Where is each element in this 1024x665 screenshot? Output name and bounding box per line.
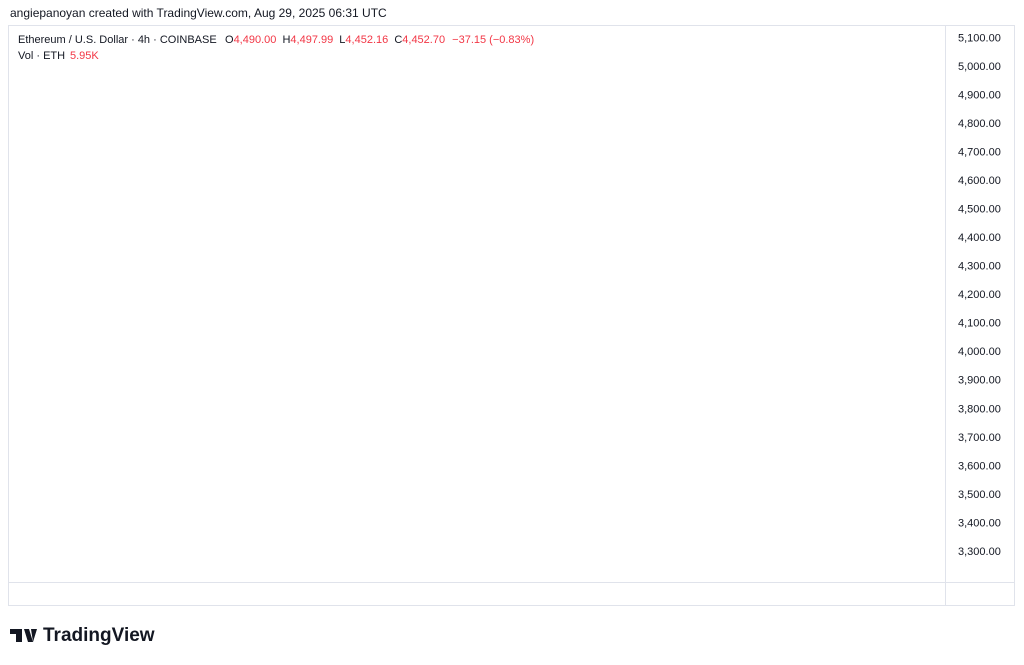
l-value: 4,452.16 [345, 34, 388, 46]
o-key: O [225, 34, 234, 46]
ohlc-legend: O4,490.00 H4,497.99 L4,452.16 C4,452.70 … [225, 34, 534, 46]
y-tick-label: 4,900.00 [958, 89, 1001, 101]
y-tick-label: 3,900.00 [958, 375, 1001, 387]
legend: Ethereum / U.S. Dollar · 4h · COINBASE O… [18, 34, 534, 62]
y-tick-label: 3,800.00 [958, 403, 1001, 415]
logo-icon [10, 629, 37, 642]
y-tick-label: 5,100.00 [958, 32, 1001, 44]
y-tick-label: 3,600.00 [958, 460, 1001, 472]
y-tick-label: 3,300.00 [958, 546, 1001, 558]
y-tick-label: 3,400.00 [958, 517, 1001, 529]
y-tick-label: 5,000.00 [958, 61, 1001, 73]
frame [8, 25, 1015, 606]
change: −37.15 (−0.83%) [452, 34, 534, 46]
y-tick-label: 3,700.00 [958, 432, 1001, 444]
o-value: 4,490.00 [234, 34, 277, 46]
y-tick-label: 4,600.00 [958, 175, 1001, 187]
y-tick-label: 4,100.00 [958, 318, 1001, 330]
y-tick-label: 4,000.00 [958, 346, 1001, 358]
c-key: C [394, 34, 402, 46]
c-value: 4,452.70 [402, 34, 445, 46]
symbol: Ethereum / U.S. Dollar · 4h · COINBASE [18, 34, 217, 46]
y-tick-label: 4,400.00 [958, 232, 1001, 244]
y-tick-label: 4,700.00 [958, 146, 1001, 158]
y-tick-label: 4,300.00 [958, 261, 1001, 273]
y-tick-label: 4,500.00 [958, 204, 1001, 216]
y-tick-label: 3,500.00 [958, 489, 1001, 501]
axes: 5,100.00 5,000.00 4,900.00 4,800.00 4,700.00… [958, 32, 1001, 558]
y-tick-label: 4,200.00 [958, 289, 1001, 301]
attribution: angiepanoyan created with TradingView.co… [10, 6, 387, 20]
y-tick-label: 4,800.00 [958, 118, 1001, 130]
logo: TradingView [10, 625, 155, 646]
h-key: H [282, 34, 290, 46]
h-value: 4,497.99 [290, 34, 333, 46]
vol-value: 5.95K [70, 50, 99, 62]
logo-text: TradingView [43, 625, 155, 646]
vol-key: Vol · ETH [18, 50, 65, 62]
l-key: L [339, 34, 345, 46]
